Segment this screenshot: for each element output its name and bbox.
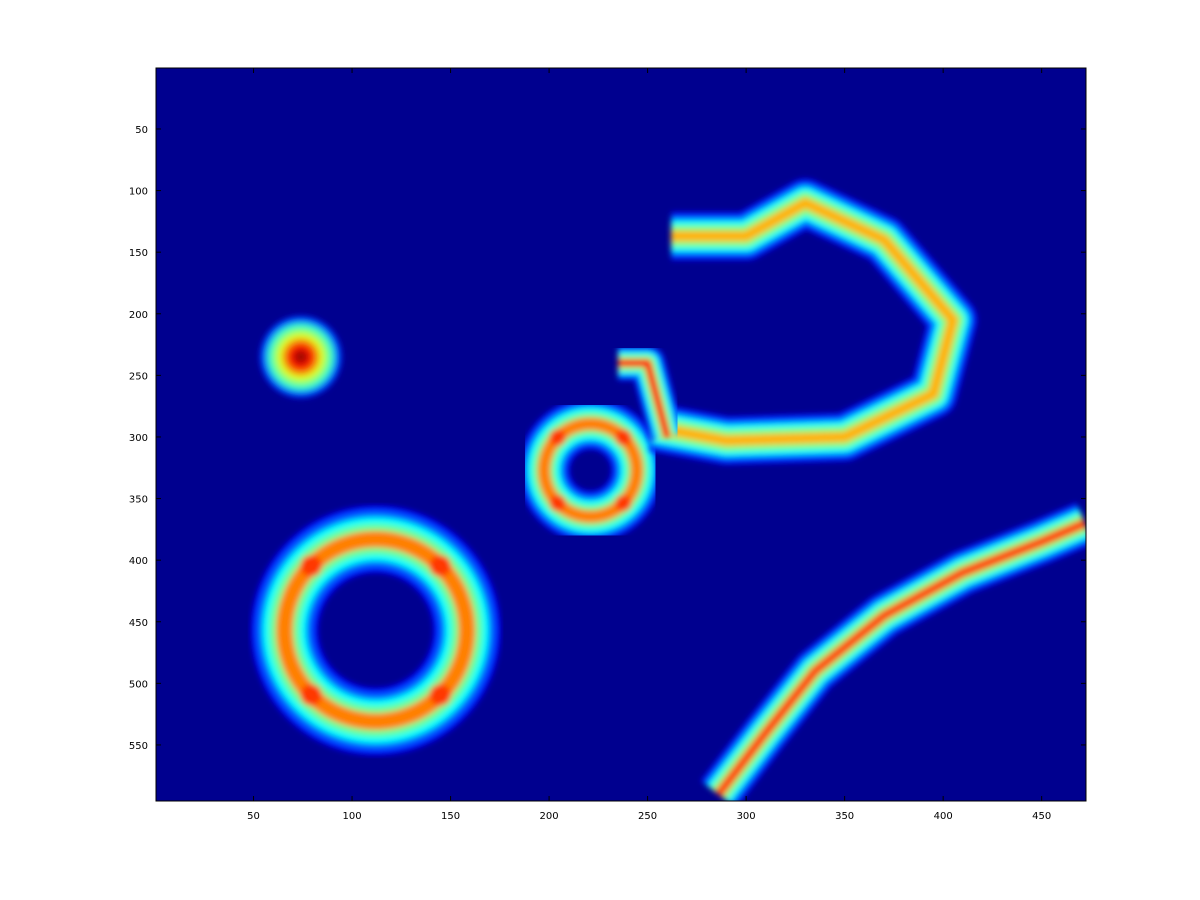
y-tick-label: 100 [129, 187, 148, 198]
heatmap-feature-bar [618, 345, 685, 442]
y-tick-label: 300 [129, 433, 148, 444]
x-tick-label: 350 [835, 811, 854, 822]
y-tick-label: 350 [129, 495, 148, 506]
x-axis: 50 100 150 200 250 300 350 400 450 [247, 68, 1051, 822]
x-tick-label: 200 [540, 811, 559, 822]
x-tick-label: 100 [343, 811, 362, 822]
x-tick-label: 50 [247, 811, 260, 822]
heatmap-feature-ring [250, 505, 501, 756]
y-axis: 50 100 150 200 250 300 350 400 450 500 550 [129, 125, 1086, 752]
y-tick-label: 550 [129, 741, 148, 752]
x-tick-label: 250 [638, 811, 657, 822]
heatmap-feature-ring [518, 398, 663, 543]
heatmap-feature-blob [259, 315, 343, 399]
x-tick-label: 400 [934, 811, 953, 822]
x-tick-label: 450 [1032, 811, 1051, 822]
x-tick-label: 300 [737, 811, 756, 822]
features-layer [250, 178, 1086, 801]
x-tick-label: 150 [441, 811, 460, 822]
y-tick-label: 400 [129, 556, 148, 567]
y-tick-label: 250 [129, 371, 148, 382]
axes-frame [155, 67, 1087, 802]
y-tick-label: 150 [129, 248, 148, 259]
y-tick-label: 450 [129, 618, 148, 629]
heatmap-feature-hook [649, 178, 978, 465]
y-tick-label: 500 [129, 679, 148, 690]
y-tick-label: 200 [129, 310, 148, 321]
y-tick-label: 50 [135, 125, 148, 136]
heatmap-feature-arc [700, 502, 1086, 801]
